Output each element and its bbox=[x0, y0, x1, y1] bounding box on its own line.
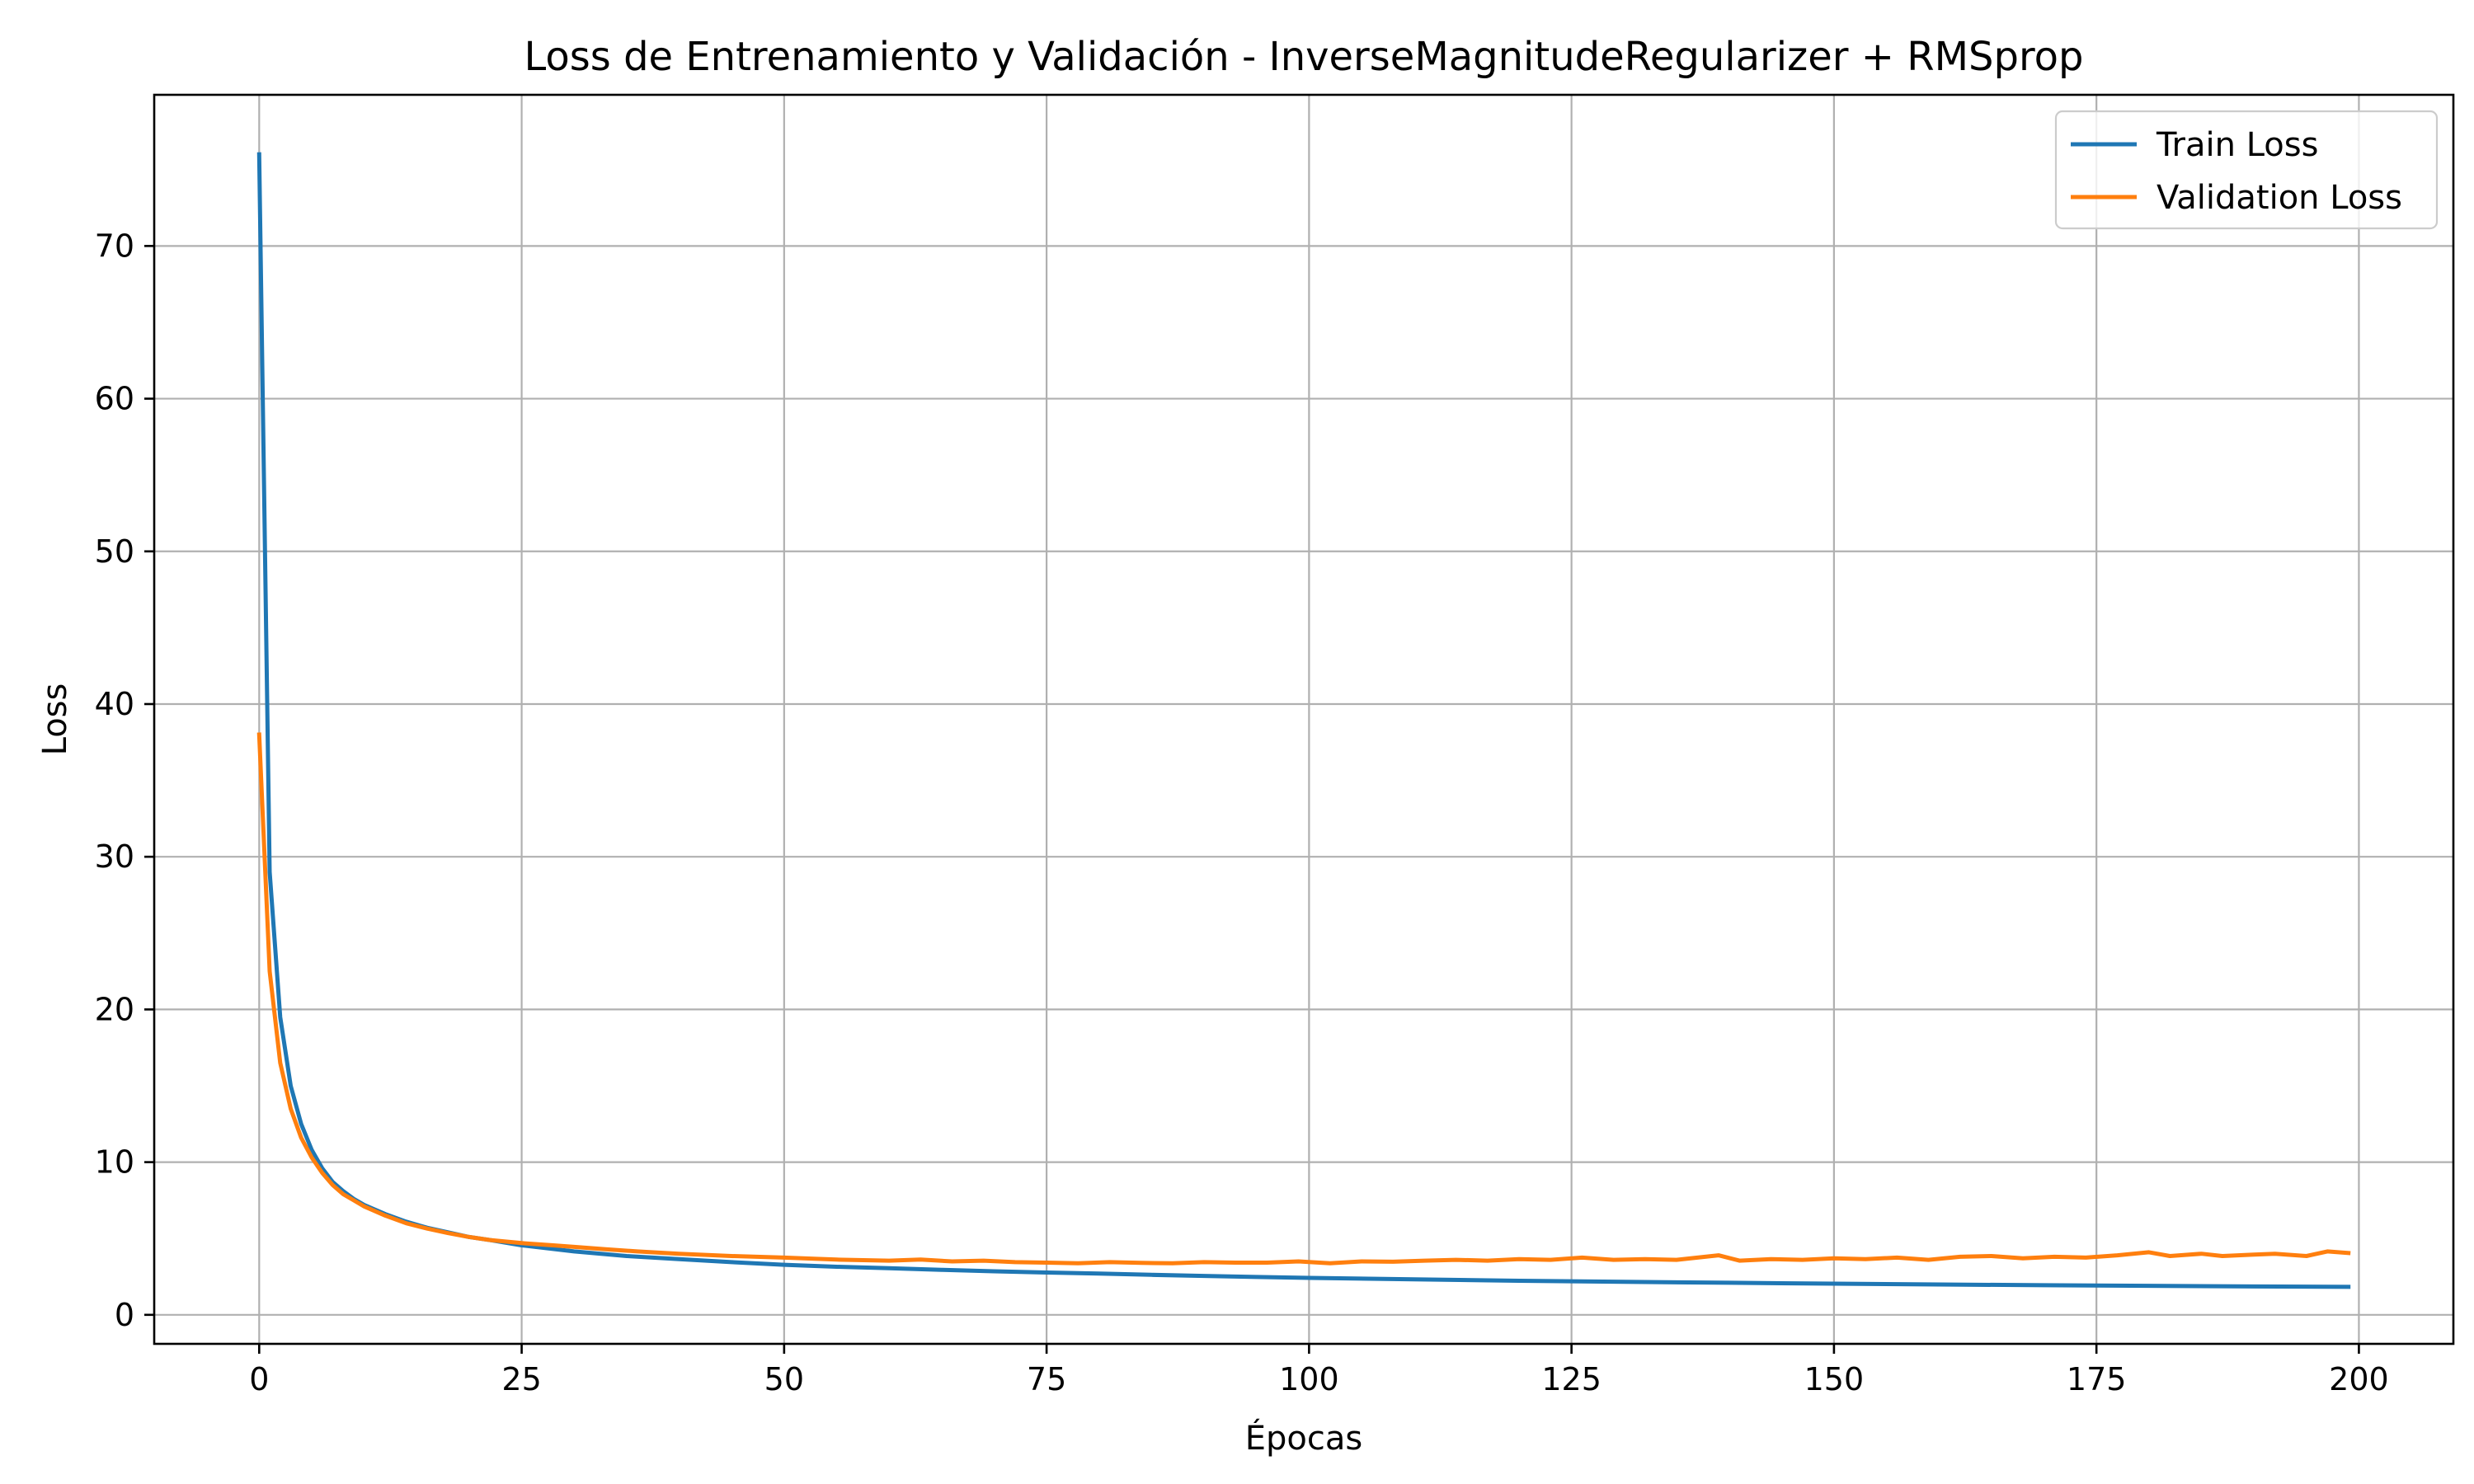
x-axis-title: Épocas bbox=[1245, 1418, 1362, 1458]
x-tick-label: 50 bbox=[764, 1361, 804, 1397]
y-tick-label: 30 bbox=[95, 838, 134, 875]
validation-loss-line bbox=[256, 732, 2351, 1266]
x-tick-label: 25 bbox=[501, 1361, 541, 1397]
y-tick-label: 0 bbox=[115, 1297, 134, 1333]
legend: Train Loss Validation Loss bbox=[2054, 110, 2439, 230]
axis-ticks: 0 25 50 75 100 125 150 175 200 0 10 20 30 40 50 60 70 bbox=[95, 228, 2389, 1397]
legend-train-label: Train Loss bbox=[2156, 126, 2318, 164]
train-loss-line bbox=[256, 152, 2351, 1289]
y-tick-label: 60 bbox=[95, 381, 134, 417]
x-tick-label: 200 bbox=[2329, 1361, 2389, 1397]
y-axis-title: Loss bbox=[36, 683, 74, 756]
y-tick-label: 40 bbox=[95, 686, 134, 722]
series-lines bbox=[256, 152, 2351, 1289]
x-tick-label: 125 bbox=[1541, 1361, 1602, 1397]
legend-box bbox=[2054, 110, 2439, 230]
y-tick-label: 70 bbox=[95, 228, 134, 264]
y-tick-label: 20 bbox=[95, 991, 134, 1027]
x-tick-label: 75 bbox=[1027, 1361, 1066, 1397]
x-tick-label: 150 bbox=[1804, 1361, 1865, 1397]
grid-lines bbox=[154, 95, 2453, 1344]
x-tick-label: 0 bbox=[249, 1361, 269, 1397]
chart-title: Loss de Entrenamiento y Validación - Inv… bbox=[524, 34, 2084, 80]
y-tick-label: 50 bbox=[95, 533, 134, 570]
x-tick-label: 100 bbox=[1279, 1361, 1339, 1397]
plot-frame bbox=[153, 93, 2455, 1345]
legend-validation-label: Validation Loss bbox=[2157, 179, 2402, 217]
y-tick-label: 10 bbox=[95, 1144, 134, 1181]
x-tick-label: 175 bbox=[2067, 1361, 2127, 1397]
